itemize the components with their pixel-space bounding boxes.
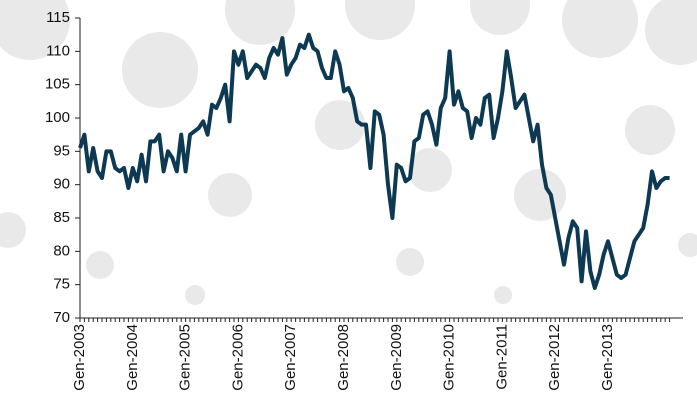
- x-tick-label: Gen-2013: [599, 324, 616, 391]
- x-tick-label: Gen-2004: [124, 324, 141, 391]
- y-tick-label: 90: [53, 176, 70, 193]
- x-tick-label: Gen-2010: [441, 324, 458, 391]
- y-tick-label: 115: [46, 9, 70, 26]
- x-tick-label: Gen-2008: [335, 324, 352, 391]
- x-tick-label: Gen-2003: [71, 324, 88, 391]
- y-tick-label: 80: [53, 242, 70, 259]
- x-tick-label: Gen-2011: [493, 324, 510, 390]
- x-tick-label: Gen-2007: [282, 324, 299, 391]
- y-tick-label: 75: [53, 276, 70, 293]
- y-tick-label: 105: [45, 76, 70, 93]
- x-tick-label: Gen-2009: [388, 324, 405, 391]
- y-tick-label: 70: [53, 309, 70, 326]
- x-tick-label: Gen-2006: [229, 324, 246, 391]
- y-tick-label: 110: [46, 42, 70, 59]
- x-tick-label: Gen-2012: [546, 324, 563, 391]
- y-tick-label: 85: [53, 209, 70, 226]
- x-tick-label: Gen-2005: [177, 324, 194, 391]
- y-tick-label: 100: [45, 109, 70, 126]
- chart: 70 75 80 85 90 95 100 105 110 115 Gen-2003 Gen-2004…: [0, 0, 697, 417]
- y-tick-label: 95: [53, 142, 70, 159]
